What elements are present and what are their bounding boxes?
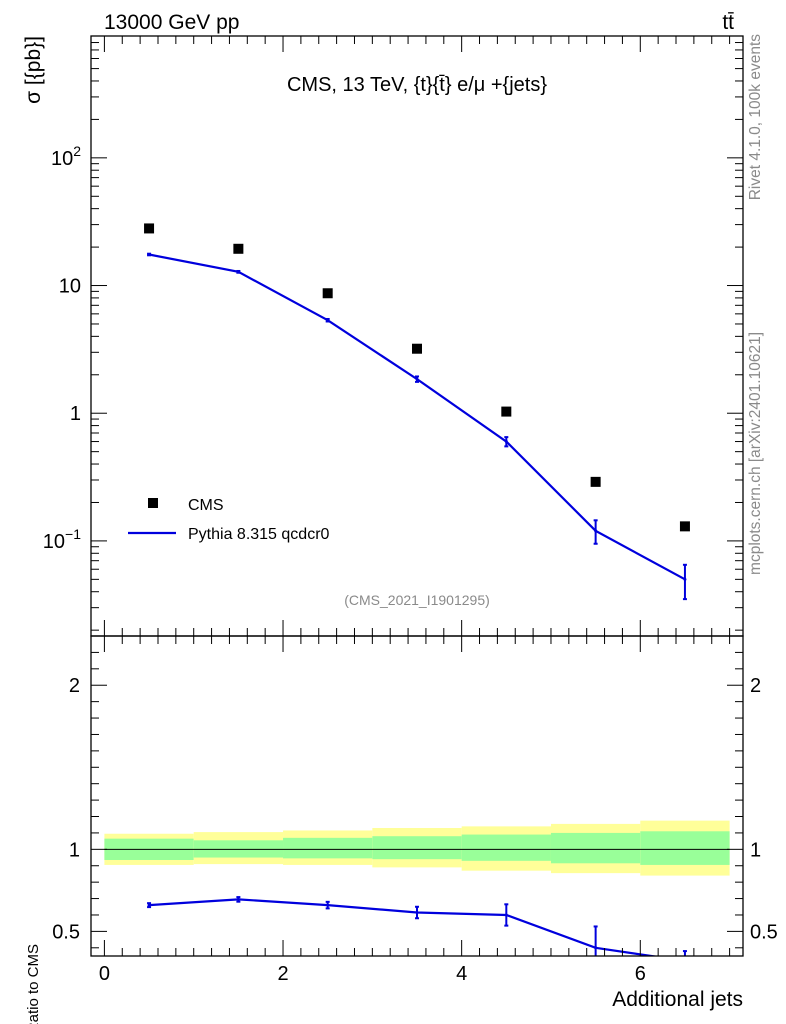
- main-plot-area: [91, 36, 743, 636]
- main-panel: CMS, 13 TeV, {t}{t̄} e/μ +{jets} (CMS_20…: [22, 35, 744, 637]
- pythia-point: [326, 318, 330, 322]
- ratio-y-axis-label: Ratio to CMS: [25, 944, 42, 1024]
- ratio-uncertainty-bands: [104, 820, 730, 876]
- x-tick-label: 2: [277, 963, 288, 985]
- main-y-tick-label: 102: [51, 143, 81, 170]
- legend: CMS Pythia 8.315 qcdcr0: [128, 497, 330, 543]
- mcplots-label: mcplots.cern.ch [arXiv:2401.10621]: [747, 332, 764, 575]
- ratio-pythia-point: [326, 903, 330, 907]
- energy-label: 13000 GeV pp: [104, 11, 239, 34]
- ratio-y-tick-label-right: 2: [750, 675, 761, 697]
- x-axis-label: Additional jets: [612, 988, 743, 1011]
- x-tick-label: 4: [456, 963, 467, 985]
- ratio-pythia-point: [594, 946, 598, 950]
- analysis-watermark: (CMS_2021_I1901295): [344, 592, 490, 608]
- ratio-plot-marks: [147, 896, 687, 962]
- ratio-y-tick-label-right: 0.5: [750, 921, 778, 943]
- ratio-pythia-point: [415, 911, 419, 915]
- ratio-inner-band: [640, 831, 730, 865]
- ratio-inner-band: [283, 837, 373, 859]
- rivet-label: Rivet 4.1.0, 100k events: [747, 34, 764, 201]
- x-tick-label: 0: [99, 963, 110, 985]
- ratio-pythia-point: [683, 959, 686, 962]
- ratio-pythia-point: [504, 913, 508, 917]
- process-label: tt̄: [722, 11, 734, 34]
- main-title: CMS, 13 TeV, {t}{t̄} e/μ +{jets}: [287, 74, 547, 96]
- ratio-axis-ticks: 0 2 4 6 0.5 0.5 1 1 2 2: [52, 636, 778, 985]
- main-y-tick-label: 10: [59, 276, 81, 298]
- main-y-tick-label: 1: [70, 403, 81, 425]
- pythia-point: [683, 577, 687, 581]
- legend-pythia-label: Pythia 8.315 qcdcr0: [188, 526, 330, 543]
- pythia-point: [594, 529, 598, 533]
- cms-marker: [501, 406, 512, 417]
- x-tick-label: 6: [635, 963, 646, 985]
- main-y-axis-label: σ [{pb}]: [22, 36, 45, 104]
- pythia-point: [415, 377, 419, 381]
- pythia-point: [147, 252, 151, 256]
- ratio-inner-band: [461, 834, 551, 861]
- ratio-pythia-point: [147, 903, 151, 907]
- main-plot-marks: [144, 223, 690, 601]
- ratio-y-tick-label-left: 1: [69, 839, 80, 861]
- cms-marker: [679, 521, 690, 532]
- ratio-inner-band: [372, 836, 462, 860]
- pythia-point: [504, 440, 508, 444]
- cms-marker: [322, 288, 333, 299]
- ratio-pythia-point: [236, 897, 240, 901]
- main-axis-ticks: 10−1 1 10 102: [43, 35, 743, 636]
- ratio-y-tick-label-left: 0.5: [52, 921, 80, 943]
- cms-marker: [590, 476, 601, 487]
- ratio-inner-band: [550, 832, 641, 864]
- ratio-series-group: [147, 896, 687, 962]
- ratio-y-tick-label-right: 1: [750, 839, 761, 861]
- ratio-panel: 0 2 4 6 0.5 0.5 1 1 2 2 Ratio to CMS Additional j…: [25, 635, 778, 1024]
- legend-cms-label: CMS: [188, 497, 224, 514]
- ratio-y-tick-label-left: 2: [69, 675, 80, 697]
- legend-cms-marker: [148, 498, 158, 508]
- pythia-point: [236, 270, 240, 274]
- ratio-frame: [90, 635, 744, 957]
- main-y-tick-label: 10−1: [43, 526, 81, 553]
- cms-marker: [144, 223, 155, 234]
- cms-marker: [412, 343, 422, 354]
- cms-marker: [233, 243, 244, 254]
